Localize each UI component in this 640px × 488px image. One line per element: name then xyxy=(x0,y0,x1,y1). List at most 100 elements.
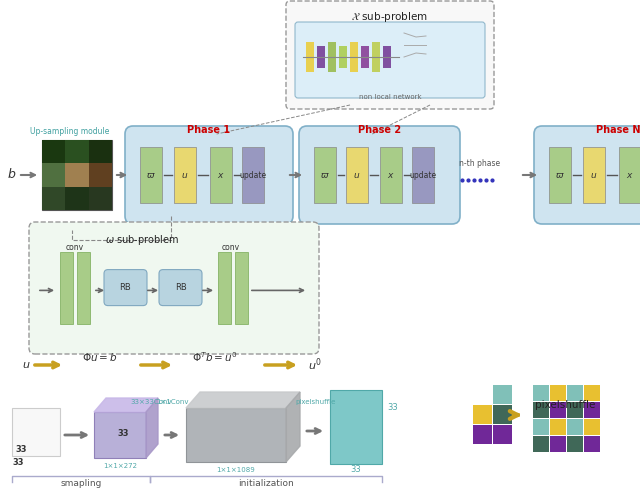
Text: 1×1Conv: 1×1Conv xyxy=(156,399,188,405)
FancyBboxPatch shape xyxy=(295,22,485,98)
Text: $u^0$: $u^0$ xyxy=(308,357,322,373)
Bar xyxy=(550,385,566,401)
Polygon shape xyxy=(286,392,300,462)
Bar xyxy=(328,41,336,72)
Text: $x$: $x$ xyxy=(626,170,634,180)
Bar xyxy=(314,147,336,203)
Text: 33: 33 xyxy=(387,404,397,412)
Bar xyxy=(174,147,196,203)
Bar xyxy=(583,147,605,203)
Text: $u$: $u$ xyxy=(353,170,361,180)
Bar xyxy=(346,147,368,203)
Bar xyxy=(361,45,369,67)
Bar xyxy=(77,252,90,324)
Text: 33: 33 xyxy=(117,429,129,439)
FancyBboxPatch shape xyxy=(534,126,640,224)
Text: Up-sampling module: Up-sampling module xyxy=(30,127,109,137)
Bar xyxy=(12,408,60,456)
Bar xyxy=(533,385,549,401)
Text: 33×33Conv: 33×33Conv xyxy=(130,399,172,405)
Bar xyxy=(493,385,512,404)
Bar xyxy=(242,147,264,203)
FancyBboxPatch shape xyxy=(125,126,293,224)
Bar xyxy=(65,140,89,163)
Bar xyxy=(42,187,65,210)
Bar xyxy=(235,252,248,324)
Bar xyxy=(533,402,549,418)
Text: initialization: initialization xyxy=(238,480,294,488)
Bar xyxy=(218,252,231,324)
Text: 33: 33 xyxy=(351,465,362,473)
Text: update: update xyxy=(239,170,267,180)
FancyBboxPatch shape xyxy=(299,126,460,224)
FancyBboxPatch shape xyxy=(159,269,202,305)
Text: RB: RB xyxy=(175,283,186,292)
Bar xyxy=(89,140,112,163)
Bar xyxy=(567,419,583,435)
Text: non local network: non local network xyxy=(358,94,421,100)
Bar xyxy=(412,147,434,203)
Polygon shape xyxy=(146,398,158,458)
Bar xyxy=(65,163,89,187)
Text: $u$: $u$ xyxy=(181,170,189,180)
Text: pixelshuffle: pixelshuffle xyxy=(296,399,336,405)
Bar xyxy=(533,419,549,435)
Bar xyxy=(550,436,566,452)
Text: $u$: $u$ xyxy=(22,360,31,370)
Bar xyxy=(42,140,112,210)
Text: b: b xyxy=(8,168,16,182)
Bar xyxy=(550,419,566,435)
Bar xyxy=(330,390,382,464)
Bar xyxy=(380,147,402,203)
Bar xyxy=(584,402,600,418)
Bar xyxy=(550,402,566,418)
Text: $x$: $x$ xyxy=(217,170,225,180)
Text: Phase 1: Phase 1 xyxy=(188,125,230,135)
Bar xyxy=(473,425,492,444)
Text: 1×1×272: 1×1×272 xyxy=(103,463,137,469)
Text: smapling: smapling xyxy=(60,480,102,488)
Text: Phase N: Phase N xyxy=(596,125,640,135)
FancyBboxPatch shape xyxy=(29,222,319,354)
Bar xyxy=(42,163,65,187)
Bar xyxy=(584,419,600,435)
Text: $\varpi$: $\varpi$ xyxy=(146,170,156,180)
FancyBboxPatch shape xyxy=(104,269,147,305)
Bar xyxy=(493,425,512,444)
Polygon shape xyxy=(94,398,158,412)
Bar xyxy=(567,402,583,418)
Bar xyxy=(567,385,583,401)
Bar xyxy=(186,408,286,462)
Bar xyxy=(584,385,600,401)
Bar xyxy=(549,147,571,203)
Text: $\varpi$: $\varpi$ xyxy=(555,170,565,180)
Polygon shape xyxy=(186,392,300,408)
Text: 33: 33 xyxy=(12,458,24,467)
Bar xyxy=(317,45,325,67)
Bar xyxy=(372,41,380,72)
Text: $\mathcal{X}$ sub-problem: $\mathcal{X}$ sub-problem xyxy=(351,10,429,24)
Text: $u$: $u$ xyxy=(590,170,598,180)
Text: 1×1×1089: 1×1×1089 xyxy=(216,467,255,473)
Text: $\varpi$: $\varpi$ xyxy=(320,170,330,180)
Bar xyxy=(350,41,358,72)
Bar xyxy=(306,41,314,72)
Bar xyxy=(493,405,512,424)
Bar xyxy=(140,147,162,203)
Text: RB: RB xyxy=(120,283,131,292)
Text: $\omega$ sub-problem: $\omega$ sub-problem xyxy=(105,233,179,247)
Bar xyxy=(89,187,112,210)
Bar xyxy=(65,187,89,210)
Bar xyxy=(533,436,549,452)
Text: conv: conv xyxy=(222,243,240,251)
Text: $\Phi u=b$: $\Phi u=b$ xyxy=(82,351,118,363)
Bar xyxy=(619,147,640,203)
FancyBboxPatch shape xyxy=(286,1,494,109)
Bar xyxy=(584,436,600,452)
Text: $\Phi^T b=u^0$: $\Phi^T b=u^0$ xyxy=(192,350,237,364)
Bar xyxy=(42,140,65,163)
Bar xyxy=(339,45,347,67)
Bar xyxy=(567,436,583,452)
Bar xyxy=(383,45,391,67)
Bar xyxy=(89,163,112,187)
